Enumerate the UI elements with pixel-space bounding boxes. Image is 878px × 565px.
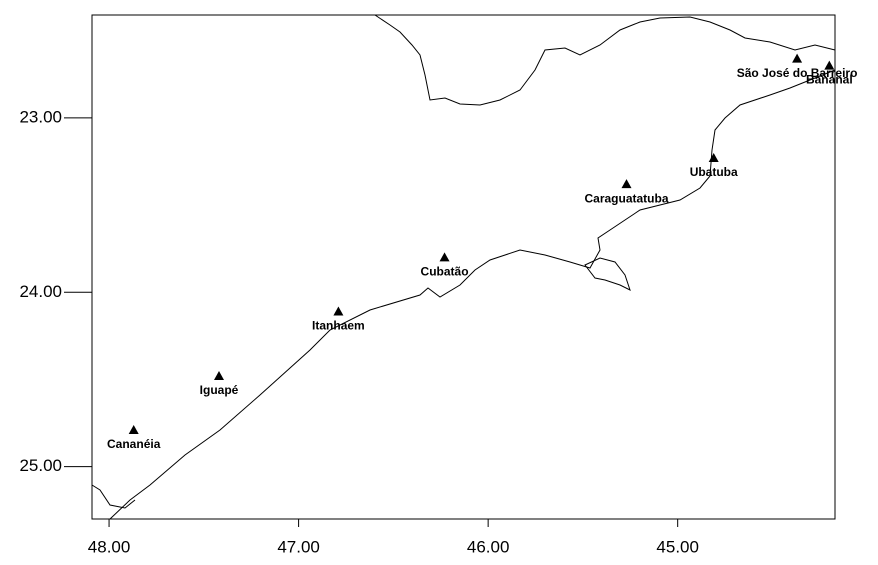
station-label: Caraguatatuba [584,191,668,205]
station-marker [128,425,139,435]
x-tick-label: 45.00 [656,537,699,556]
station-marker [213,370,224,380]
station-marker [439,252,450,262]
x-tick-label: 47.00 [277,537,320,556]
station-label: Iguapé [200,383,239,397]
station-label: Bananal [806,73,853,87]
island [584,257,631,291]
station-label: Ubatuba [690,165,738,179]
station-label: Itanhaem [312,319,365,333]
station-label: Cubatão [421,265,469,279]
y-tick-label: 23.00 [19,107,62,126]
station-marker [708,153,719,163]
y-tick-label: 24.00 [19,282,62,301]
station-marker [792,53,803,63]
y-tick-label: 25.00 [19,456,62,475]
plot-frame [91,14,836,520]
x-tick-label: 48.00 [88,537,131,556]
coast-fragment [91,484,136,509]
x-tick-label: 46.00 [467,537,510,556]
station-marker [333,306,344,316]
border [374,14,836,106]
station-marker [621,179,632,189]
coastline [109,69,836,520]
station-label: Cananéia [107,437,161,451]
station-marker [824,60,835,70]
